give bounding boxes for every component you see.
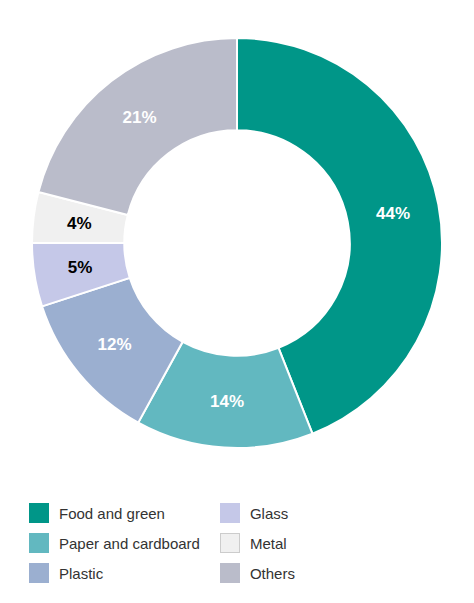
svg-text:21%: 21% <box>123 108 157 127</box>
html-text:Glass: Glass <box>249 504 289 522</box>
html-text:Others: Others <box>249 564 295 582</box>
html-text:Metal: Metal <box>249 534 287 552</box>
svg-text:44%: 44% <box>376 204 410 223</box>
html-text:Food and green: Food and green <box>59 504 165 522</box>
svg-text:12%: 12% <box>98 335 132 354</box>
svg-text:5%: 5% <box>68 258 93 277</box>
html-text:Plastic: Plastic <box>59 564 104 582</box>
svg-text:14%: 14% <box>210 392 244 411</box>
svg-text:4%: 4% <box>67 214 92 233</box>
html-text:Paper and cardboard: Paper and cardboard <box>59 534 200 552</box>
